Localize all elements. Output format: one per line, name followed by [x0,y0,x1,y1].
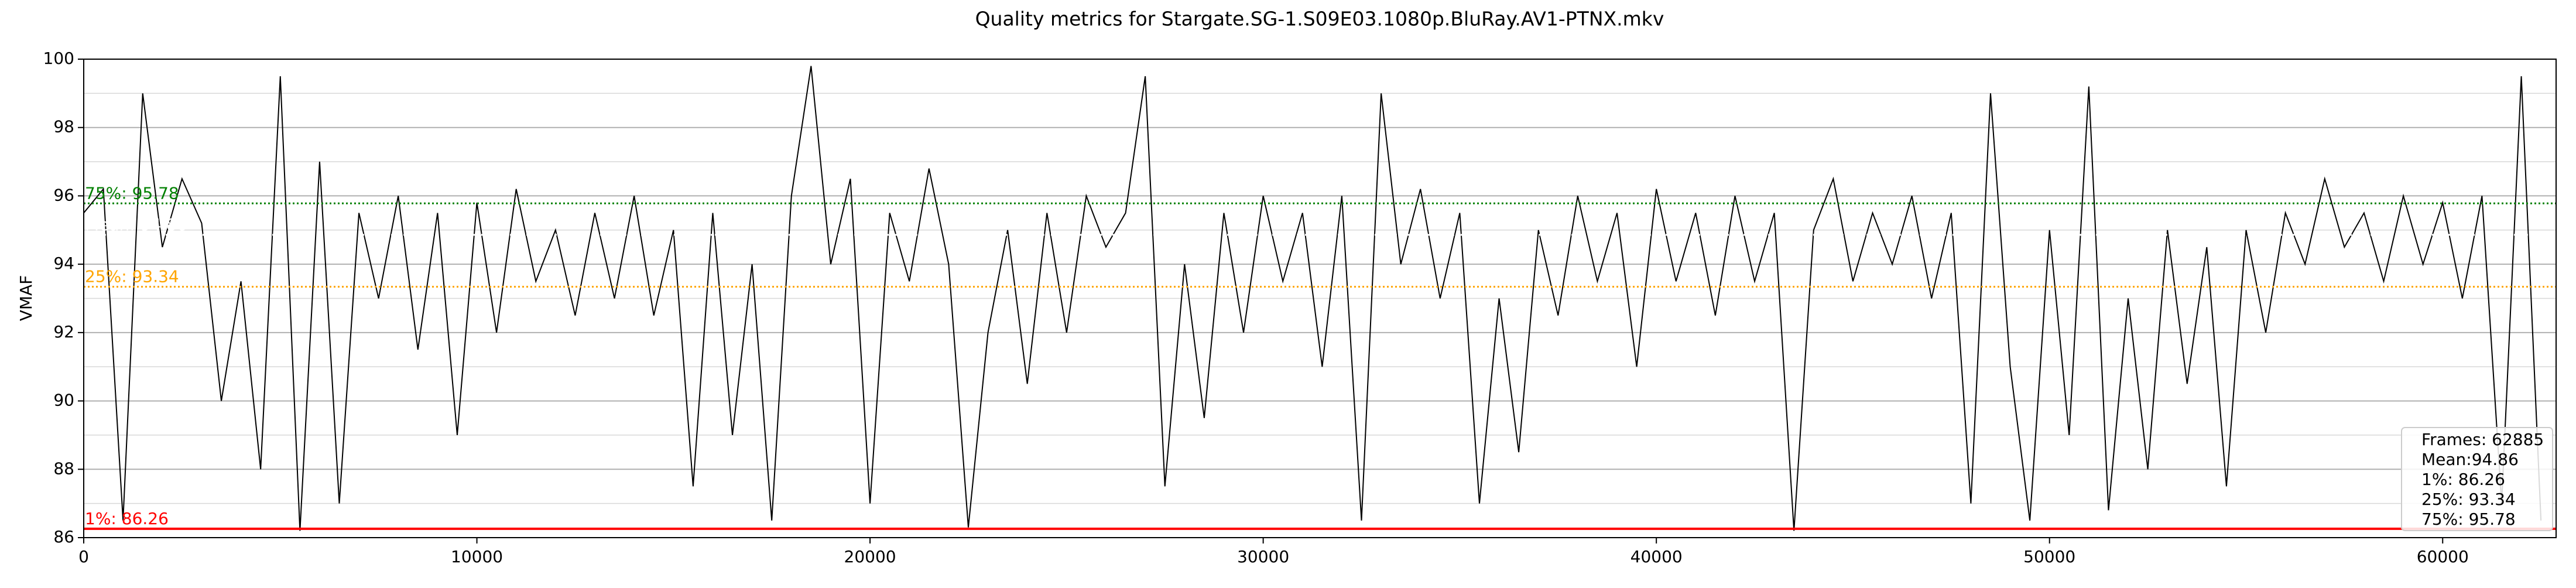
x-tick-label: 30000 [1237,547,1289,566]
x-tick-label: 10000 [451,547,503,566]
stats-box [2401,427,2553,531]
reference-label: 25%: 93.34 [85,267,179,286]
y-tick-label: 94 [53,254,74,273]
vmaf-line [84,66,2542,531]
x-tick-label: 40000 [1630,547,1683,566]
y-tick-label: 92 [53,322,74,341]
reference-label: 75%: 95.78 [85,183,179,203]
stats-text: 75%: 95.78 [2421,510,2516,529]
y-tick-label: 96 [53,185,74,204]
reference-label: 1%: 86.26 [85,509,169,528]
reference-label: Mean: 94.86 [85,215,187,234]
y-axis-label: VMAF [16,275,36,322]
stats-text: Mean:94.86 [2421,450,2519,469]
y-tick-label: 100 [43,49,74,68]
y-tick-label: 90 [53,391,74,410]
plot-frame [83,59,2557,538]
y-tick-label: 86 [53,527,74,546]
stats-text: 25%: 93.34 [2421,490,2516,509]
y-tick-label: 98 [53,117,74,136]
stats-text: 1%: 86.26 [2421,470,2505,489]
x-tick-label: 20000 [844,547,896,566]
stats-text: Frames: 62885 [2421,430,2544,449]
y-tick-label: 88 [53,459,74,478]
chart-title: Quality metrics for Stargate.SG-1.S09E03… [975,8,1664,30]
x-tick-label: 60000 [2417,547,2469,566]
x-tick-label: 50000 [2023,547,2075,566]
x-tick-label: 0 [78,547,89,566]
